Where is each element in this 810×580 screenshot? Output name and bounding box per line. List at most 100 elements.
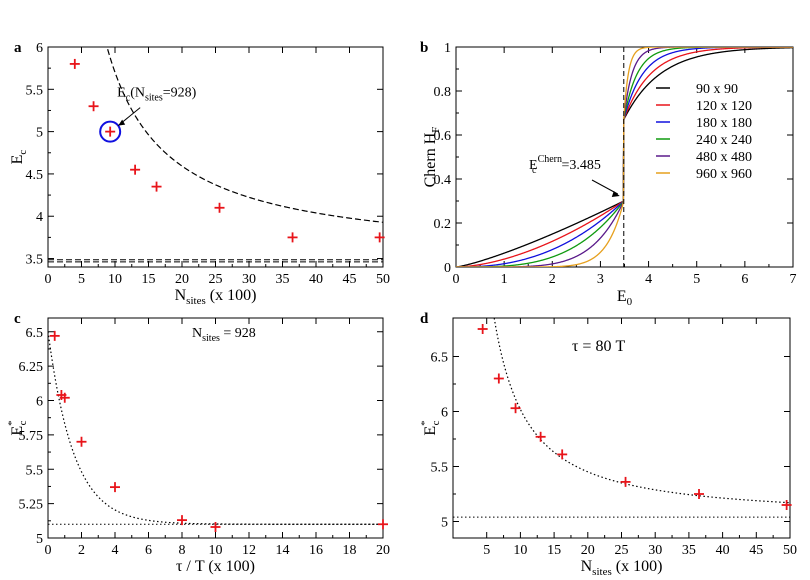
y-tick-label-a: 3.5: [26, 253, 44, 268]
data-point-c: [59, 392, 70, 403]
panel-label-d: d: [420, 311, 429, 327]
x-tick-label-c: 12: [242, 543, 256, 558]
x-tick-label-c: 6: [145, 543, 152, 558]
x-tick-label-c: 14: [276, 543, 290, 558]
data-point-c: [49, 330, 60, 341]
x-tick-label-a: 15: [142, 272, 156, 287]
x-tick-label-a: 30: [242, 272, 256, 287]
panel-label-b: b: [420, 40, 428, 56]
x-tick-label-d: 40: [716, 543, 730, 558]
data-point-d: [510, 403, 521, 414]
legend-label: 240 x 240: [696, 133, 752, 148]
y-tick-label-c: 6.25: [19, 360, 44, 375]
legend-label: 960 x 960: [696, 167, 752, 182]
x-tick-label-c: 8: [179, 543, 186, 558]
y-tick-label-c: 5.5: [26, 463, 44, 478]
y-tick-label-b: 0.6: [434, 129, 452, 144]
x-tick-label-c: 20: [376, 543, 390, 558]
y-tick-label-b: 0.4: [434, 173, 452, 188]
y-tick-label-b: 1: [444, 41, 451, 56]
legend-label: 180 x 180: [696, 116, 752, 131]
data-point-a: [88, 101, 99, 112]
y-tick-label-a: 4.5: [26, 168, 44, 183]
y-tick-label-a: 4: [36, 210, 43, 225]
x-tick-label-a: 20: [175, 272, 189, 287]
annotation-arrowhead-b: [611, 191, 620, 197]
plot-frame-a: [47, 46, 384, 268]
data-point-c: [76, 436, 87, 447]
y-tick-label-c: 6: [36, 395, 43, 410]
x-tick-label-c: 2: [78, 543, 85, 558]
x-axis-label-c: τ / T (x 100): [176, 558, 255, 575]
x-tick-label-a: 10: [108, 272, 122, 287]
x-tick-label-d: 45: [749, 543, 763, 558]
legend-label: 90 x 90: [696, 82, 738, 97]
y-axis-label-b: Chern HF: [422, 127, 442, 188]
x-tick-label-d: 50: [783, 543, 797, 558]
y-tick-label-b: 0.2: [434, 217, 452, 232]
x-tick-label-d: 35: [682, 543, 696, 558]
x-tick-label-c: 18: [343, 543, 357, 558]
x-tick-label-c: 10: [209, 543, 223, 558]
data-point-a: [130, 164, 141, 175]
y-tick-label-d: 5.5: [431, 461, 449, 476]
x-axis-label-a: Nsites (x 100): [175, 287, 257, 307]
legend-label: 480 x 480: [696, 150, 752, 165]
annotation-label-a: Ec(Nsites=928): [117, 86, 196, 104]
x-tick-label-c: 16: [309, 543, 323, 558]
x-tick-label-b: 6: [741, 272, 748, 287]
y-tick-label-b: 0: [444, 261, 451, 276]
x-tick-label-a: 25: [209, 272, 223, 287]
x-tick-label-b: 4: [645, 272, 652, 287]
x-tick-label-a: 50: [376, 272, 390, 287]
x-tick-label-d: 10: [513, 543, 527, 558]
y-tick-label-d: 6.5: [431, 351, 449, 366]
y-axis-label-c: E*c: [6, 420, 29, 435]
plot-frame-c: [47, 317, 384, 539]
annotation-label-d: τ = 80 T: [572, 338, 625, 355]
data-point-a: [214, 202, 225, 213]
y-tick-label-c: 5.25: [19, 498, 44, 513]
data-point-a: [151, 181, 162, 192]
x-tick-label-b: 1: [501, 272, 508, 287]
y-tick-label-d: 5: [441, 516, 448, 531]
data-point-c: [110, 482, 120, 493]
x-axis-label-d: Nsites (x 100): [581, 558, 663, 578]
data-point-d: [535, 431, 546, 442]
data-point-d: [477, 324, 488, 334]
annotation-label-b: EChern c =3.485: [529, 154, 601, 176]
x-tick-label-b: 3: [597, 272, 604, 287]
y-tick-label-a: 5.5: [26, 83, 44, 98]
data-point-a: [287, 232, 298, 243]
panel-label-c: c: [14, 311, 21, 327]
data-point-c: [177, 515, 187, 526]
x-tick-label-a: 35: [276, 272, 290, 287]
x-tick-label-b: 7: [790, 272, 797, 287]
annotation-arrow-b: [591, 179, 619, 195]
x-tick-label-b: 0: [453, 272, 460, 287]
x-tick-label-d: 20: [581, 543, 595, 558]
y-tick-label-c: 5: [36, 532, 43, 547]
y-axis-label-d: E*c: [419, 420, 442, 435]
x-tick-label-d: 5: [483, 543, 490, 558]
y-tick-label-c: 6.5: [26, 326, 44, 341]
x-tick-label-d: 25: [615, 543, 629, 558]
fit-curve-c: [48, 331, 383, 525]
panel-label-a: a: [14, 40, 22, 56]
y-tick-label-a: 6: [36, 41, 43, 56]
data-point-d: [620, 476, 631, 487]
data-point-a: [105, 126, 116, 137]
y-tick-label-b: 0.8: [434, 85, 452, 100]
y-tick-label-c: 5.75: [19, 429, 44, 444]
x-tick-label-a: 5: [78, 272, 85, 287]
x-tick-label-c: 0: [45, 543, 52, 558]
x-tick-label-d: 15: [547, 543, 561, 558]
data-point-c: [210, 522, 221, 532]
x-tick-label-c: 4: [112, 543, 119, 558]
x-tick-label-d: 30: [648, 543, 662, 558]
data-point-d: [493, 373, 504, 384]
data-point-a: [374, 232, 385, 243]
y-axis-label-a: Ec: [9, 150, 29, 165]
highlight-circle: [99, 120, 122, 143]
